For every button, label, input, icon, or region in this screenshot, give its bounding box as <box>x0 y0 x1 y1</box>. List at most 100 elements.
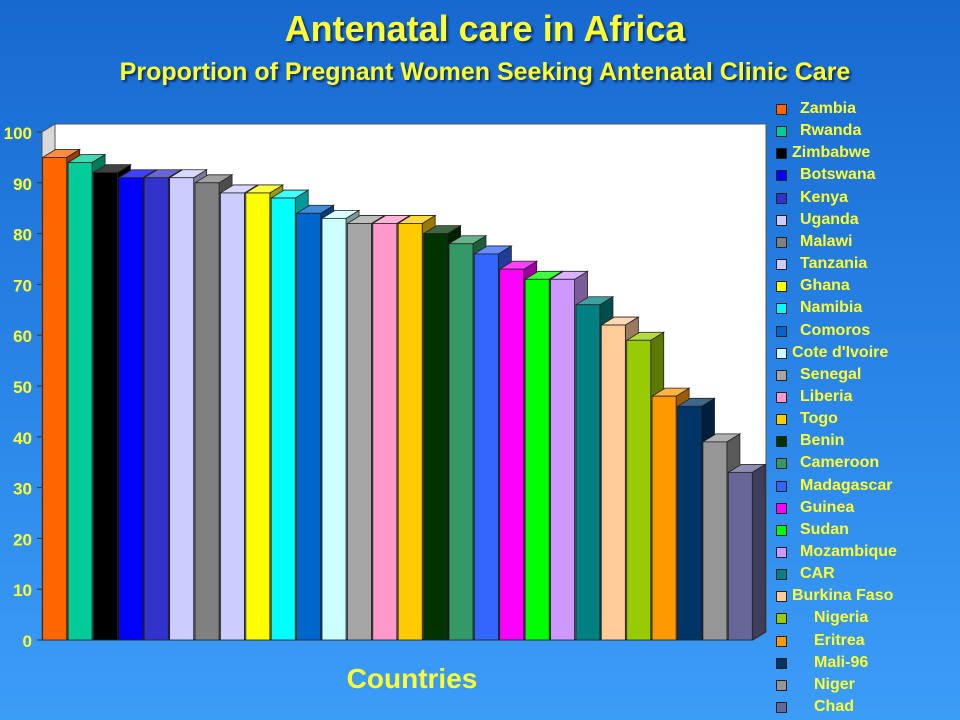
legend-item: Mali-96 <box>776 652 960 674</box>
legend-swatch <box>776 613 787 625</box>
bar-side <box>751 463 766 641</box>
legend-label: Liberia <box>800 387 853 405</box>
legend-swatch <box>776 214 787 226</box>
legend-swatch <box>776 414 787 426</box>
legend-label: Guinea <box>800 498 855 516</box>
legend-item: Zimbabwe <box>776 142 960 164</box>
legend-label: Namibia <box>800 299 863 317</box>
legend-item: Cameroon <box>776 452 960 474</box>
y-axis-ticks: 0 10 20 30 40 50 60 70 80 90 100 <box>4 124 42 651</box>
legend-item: Rwanda <box>776 120 960 142</box>
bar-front <box>118 177 144 641</box>
legend-swatch <box>776 391 787 403</box>
bar-front <box>220 192 245 641</box>
legend-swatch <box>776 126 787 138</box>
bar-front <box>575 304 601 641</box>
legend-swatch <box>776 679 787 691</box>
legend-item: Uganda <box>776 209 960 231</box>
y-tick-label: 90 <box>13 175 32 194</box>
y-tick-label: 0 <box>23 632 32 651</box>
bar-chad <box>726 463 767 641</box>
legend-label: Nigeria <box>814 609 869 627</box>
legend-swatch <box>776 547 787 558</box>
bar-front <box>550 278 575 641</box>
legend-item: Tanzania <box>776 253 960 275</box>
legend-swatch <box>776 480 787 492</box>
legend: Zambia Rwanda Zimbabwe Botswana Kenya Uganda M… <box>776 98 960 718</box>
legend-label: Tanzania <box>800 255 868 273</box>
legend-label: Cameroon <box>800 454 880 472</box>
legend-label: Malawi <box>800 232 853 250</box>
legend-swatch <box>776 657 787 669</box>
legend-item: Zambia <box>776 98 960 120</box>
bar-front <box>245 192 271 641</box>
legend-item: Sudan <box>776 519 960 541</box>
legend-item: Liberia <box>776 386 960 408</box>
bar-front <box>321 217 347 641</box>
legend-label: Ghana <box>800 277 850 295</box>
legend-swatch <box>776 303 787 315</box>
legend-swatch <box>776 104 787 115</box>
bar-front <box>423 233 448 641</box>
bar-front <box>600 324 626 641</box>
bar-front <box>347 223 372 641</box>
legend-label: Kenya <box>800 188 849 206</box>
legend-label: Eritrea <box>814 631 865 649</box>
legend-item: Benin <box>776 430 960 452</box>
legend-label: Mozambique <box>800 543 897 560</box>
legend-item: Madagascar <box>776 475 960 497</box>
bar-front <box>296 212 322 641</box>
legend-label: Mali-96 <box>814 653 869 671</box>
bars <box>41 148 767 641</box>
legend-swatch <box>776 635 787 647</box>
legend-swatch <box>776 524 787 536</box>
bar-front <box>651 395 677 641</box>
bar-front <box>143 177 169 641</box>
legend-item: Malawi <box>776 231 960 253</box>
legend-swatch <box>776 236 787 248</box>
bar-front <box>727 471 753 641</box>
legend-item: Cote d'Ivoire <box>776 342 960 364</box>
legend-item: Burkina Faso <box>776 585 960 607</box>
legend-label: Niger <box>814 675 855 693</box>
legend-item: CAR <box>776 563 960 585</box>
bar-front <box>42 156 68 641</box>
y-tick-label: 60 <box>13 327 32 346</box>
legend-label: Sudan <box>800 520 849 538</box>
bar-front <box>626 339 652 641</box>
legend-label: Comoros <box>800 321 871 339</box>
legend-item: Comoros <box>776 320 960 342</box>
legend-swatch <box>776 591 787 603</box>
y-tick-label: 50 <box>13 378 32 397</box>
legend-swatch <box>776 259 787 271</box>
legend-label: Togo <box>800 410 838 428</box>
bar-front <box>169 177 195 641</box>
legend-swatch <box>776 569 787 581</box>
legend-item: Namibia <box>776 297 960 319</box>
legend-item: Nigeria <box>776 607 960 629</box>
chart-title: Antenatal care in Africa <box>284 8 686 49</box>
legend-label: Senegal <box>800 365 862 383</box>
legend-item: Ghana <box>776 275 960 297</box>
legend-label: Cote d'Ivoire <box>792 343 889 361</box>
bar-front <box>677 405 702 641</box>
legend-swatch <box>776 347 787 359</box>
legend-item: Togo <box>776 408 960 430</box>
bar-front <box>372 223 398 641</box>
bar-front <box>67 162 93 641</box>
legend-item: Niger <box>776 674 960 696</box>
legend-label: Rwanda <box>800 122 862 140</box>
legend-swatch <box>776 192 787 204</box>
legend-label: Chad <box>814 698 854 716</box>
y-tick-label: 100 <box>4 124 32 143</box>
y-tick-label: 30 <box>13 480 32 499</box>
legend-swatch <box>776 170 787 182</box>
legend-label: CAR <box>800 565 835 583</box>
y-tick-label: 80 <box>13 226 32 245</box>
legend-swatch <box>776 702 787 714</box>
legend-item: Guinea <box>776 497 960 519</box>
y-tick-label: 10 <box>13 581 32 600</box>
bar-front <box>473 253 499 641</box>
legend-item: Chad <box>776 696 960 718</box>
